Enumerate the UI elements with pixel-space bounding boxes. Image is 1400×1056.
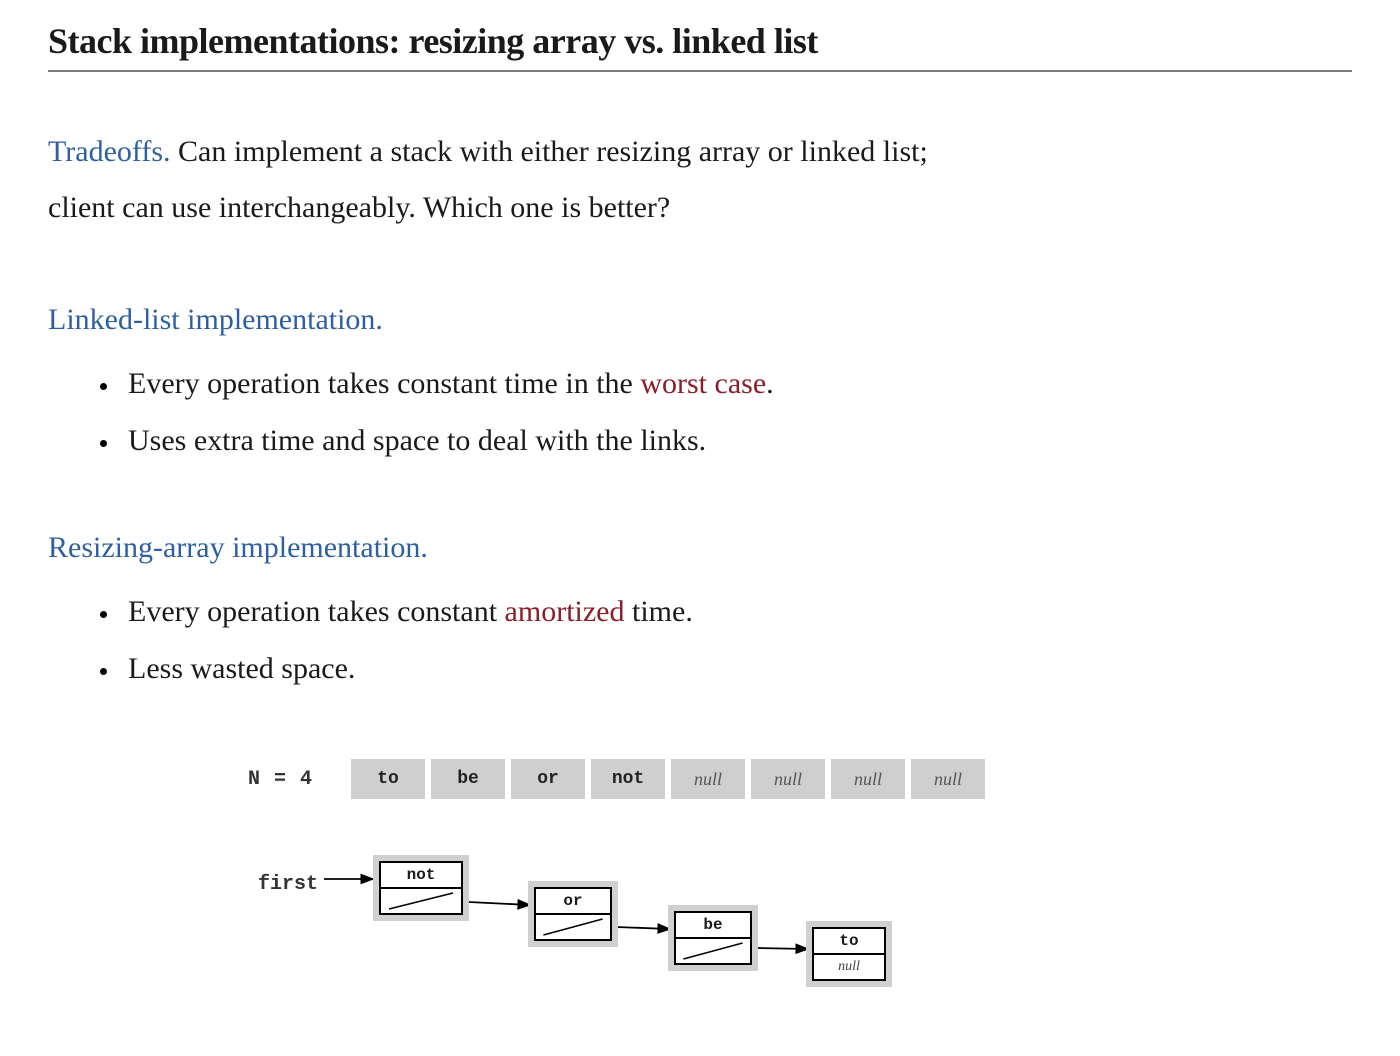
bullet-text-post: . xyxy=(766,367,774,400)
linked-list-node: tonull xyxy=(806,921,892,987)
array-cell: to xyxy=(351,759,425,799)
linked-list-node: be xyxy=(668,905,758,971)
list-item: Every operation takes constant time in t… xyxy=(120,355,1352,412)
node-next-pointer xyxy=(381,889,461,913)
list-item: Every operation takes constant amortized… xyxy=(120,583,1352,640)
array-cell: null xyxy=(911,759,985,799)
resizing-array-bullets: Every operation takes constant amortized… xyxy=(48,583,1352,697)
array-cell: not xyxy=(591,759,665,799)
tradeoffs-label: Tradeoffs. xyxy=(48,135,171,168)
array-cell: null xyxy=(671,759,745,799)
linked-list-diagram: first not or be tonull xyxy=(248,849,1352,1009)
linked-list-node: or xyxy=(528,881,618,947)
linked-list-node: not xyxy=(373,855,469,921)
title-underline xyxy=(48,70,1352,72)
resizing-array-heading: Resizing-array implementation. xyxy=(48,531,1352,565)
list-item: Less wasted space. xyxy=(120,640,1352,697)
bullet-text: Uses extra time and space to deal with t… xyxy=(128,424,706,457)
bullet-text: Every operation takes constant xyxy=(128,595,505,628)
tradeoffs-text-1: Can implement a stack with either resizi… xyxy=(171,135,928,168)
array-cell: be xyxy=(431,759,505,799)
first-pointer-label: first xyxy=(258,873,318,896)
page-title: Stack implementations: resizing array vs… xyxy=(48,20,1352,62)
array-cell: or xyxy=(511,759,585,799)
linked-list-bullets: Every operation takes constant time in t… xyxy=(48,355,1352,469)
array-cell: null xyxy=(831,759,905,799)
bullet-text-post: time. xyxy=(625,595,693,628)
n-equals-label: N = 4 xyxy=(248,768,313,791)
linked-list-heading: Linked-list implementation. xyxy=(48,303,1352,337)
node-next-pointer xyxy=(536,915,610,939)
bullet-highlight: worst case xyxy=(640,367,766,400)
array-cell: null xyxy=(751,759,825,799)
node-next-pointer xyxy=(676,939,750,963)
bullet-text: Less wasted space. xyxy=(128,652,355,685)
list-item: Uses extra time and space to deal with t… xyxy=(120,412,1352,469)
tradeoffs-text-2: client can use interchangeably. Which on… xyxy=(48,191,670,224)
node-value: to xyxy=(814,929,884,955)
node-value: or xyxy=(536,889,610,915)
array-diagram: N = 4 tobeornotnullnullnullnull xyxy=(248,759,1352,799)
node-value: not xyxy=(381,863,461,889)
node-value: be xyxy=(676,913,750,939)
bullet-text: Every operation takes constant time in t… xyxy=(128,367,640,400)
node-next-pointer: null xyxy=(814,955,884,979)
diagrams-area: N = 4 tobeornotnullnullnullnull first no… xyxy=(248,759,1352,1009)
bullet-highlight: amortized xyxy=(505,595,625,628)
tradeoffs-paragraph: Tradeoffs. Can implement a stack with ei… xyxy=(48,124,1352,235)
